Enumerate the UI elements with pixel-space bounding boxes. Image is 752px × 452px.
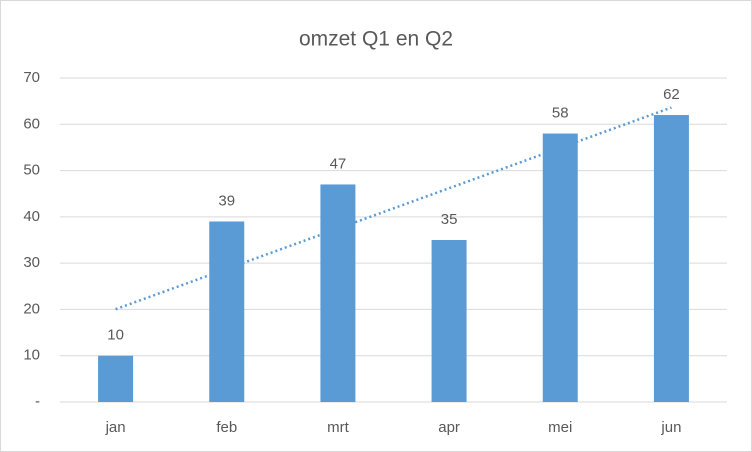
y-tick-label: 10 xyxy=(23,347,40,364)
bar xyxy=(542,133,578,403)
chart-title: omzet Q1 en Q2 xyxy=(299,28,453,51)
trendline xyxy=(115,106,672,311)
x-tick-label: jan xyxy=(105,419,126,436)
x-tick-label: mrt xyxy=(327,419,349,436)
y-tick-label: 30 xyxy=(23,254,40,271)
y-tick-label: - xyxy=(35,393,40,410)
data-label: 35 xyxy=(441,211,458,228)
y-tick-label: 50 xyxy=(23,162,40,179)
bar xyxy=(320,184,356,402)
bar xyxy=(98,355,134,402)
data-label: 10 xyxy=(107,327,124,344)
y-tick-label: 70 xyxy=(23,69,40,86)
x-tick-label: jun xyxy=(660,419,681,436)
y-tick-label: 20 xyxy=(23,300,40,317)
bar xyxy=(431,240,467,402)
x-tick-label: apr xyxy=(438,419,460,436)
data-label: 62 xyxy=(663,86,680,103)
bar xyxy=(653,115,689,403)
x-tick-label: mei xyxy=(548,419,572,436)
data-label: 47 xyxy=(330,155,347,172)
data-label: 58 xyxy=(552,105,569,122)
data-label: 39 xyxy=(218,192,235,209)
x-tick-label: feb xyxy=(216,419,237,436)
y-tick-label: 60 xyxy=(23,115,40,132)
y-tick-label: 40 xyxy=(23,208,40,225)
bar xyxy=(209,221,245,402)
